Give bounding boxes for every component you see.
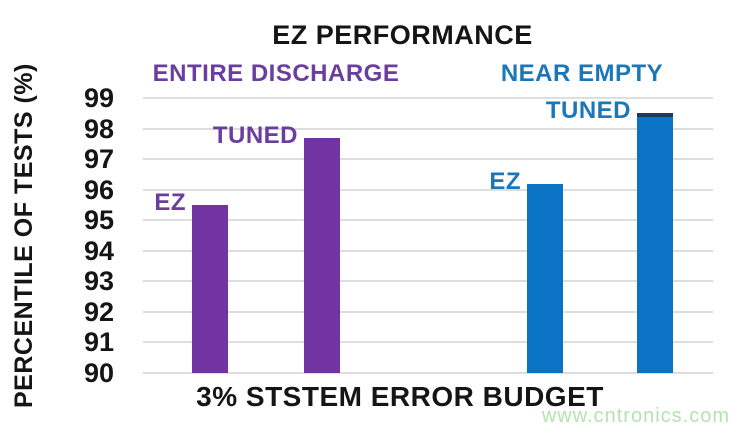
bar-near-empty-ez <box>527 183 563 373</box>
y-tick-label: 92 <box>83 296 114 327</box>
gridline <box>143 127 713 130</box>
bar-near-empty-tuned <box>637 113 673 373</box>
bar-entire-discharge-tuned <box>304 137 340 373</box>
gridline <box>143 280 713 283</box>
y-tick-label: 93 <box>83 266 114 297</box>
y-tick-label: 97 <box>83 144 114 175</box>
group-label-entire-discharge: ENTIRE DISCHARGE <box>152 60 400 87</box>
chart-title: EZ PERFORMANCE <box>272 20 533 50</box>
bar-label-ez: EZ <box>154 188 186 216</box>
group-label-near-empty: NEAR EMPTY <box>500 60 664 87</box>
gridline <box>143 97 713 99</box>
y-tick-label: 99 <box>83 83 114 113</box>
y-tick-label: 90 <box>83 358 114 388</box>
y-tick-label: 96 <box>83 174 114 205</box>
watermark-text: www.cntronics.com <box>541 405 730 427</box>
gridline <box>143 310 713 313</box>
y-tick-label: 95 <box>83 205 114 236</box>
y-tick-label: 98 <box>83 113 114 144</box>
bar-entire-discharge-ez <box>192 204 228 373</box>
bar-label-ez: EZ <box>489 167 521 195</box>
bar-label-tuned: TUNED <box>212 121 298 149</box>
bar-top-edge <box>637 113 673 118</box>
y-tick-label: 94 <box>83 235 114 266</box>
gridline <box>143 249 713 252</box>
x-axis-label: 3% STSTEM ERROR BUDGET <box>196 381 604 412</box>
y-tick-label: 91 <box>83 327 114 358</box>
bar-label-tuned: TUNED <box>545 97 631 125</box>
gridline <box>143 219 713 222</box>
gridline <box>143 158 713 161</box>
gridline <box>143 341 713 344</box>
gridline <box>143 372 713 374</box>
gridline <box>143 188 713 191</box>
